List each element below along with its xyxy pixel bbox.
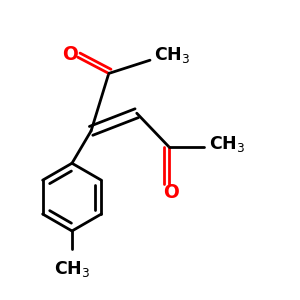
Text: CH$_3$: CH$_3$: [154, 45, 190, 65]
Text: CH$_3$: CH$_3$: [209, 134, 245, 154]
Text: CH$_3$: CH$_3$: [54, 259, 90, 279]
Text: O: O: [163, 183, 178, 202]
Text: O: O: [63, 45, 78, 64]
